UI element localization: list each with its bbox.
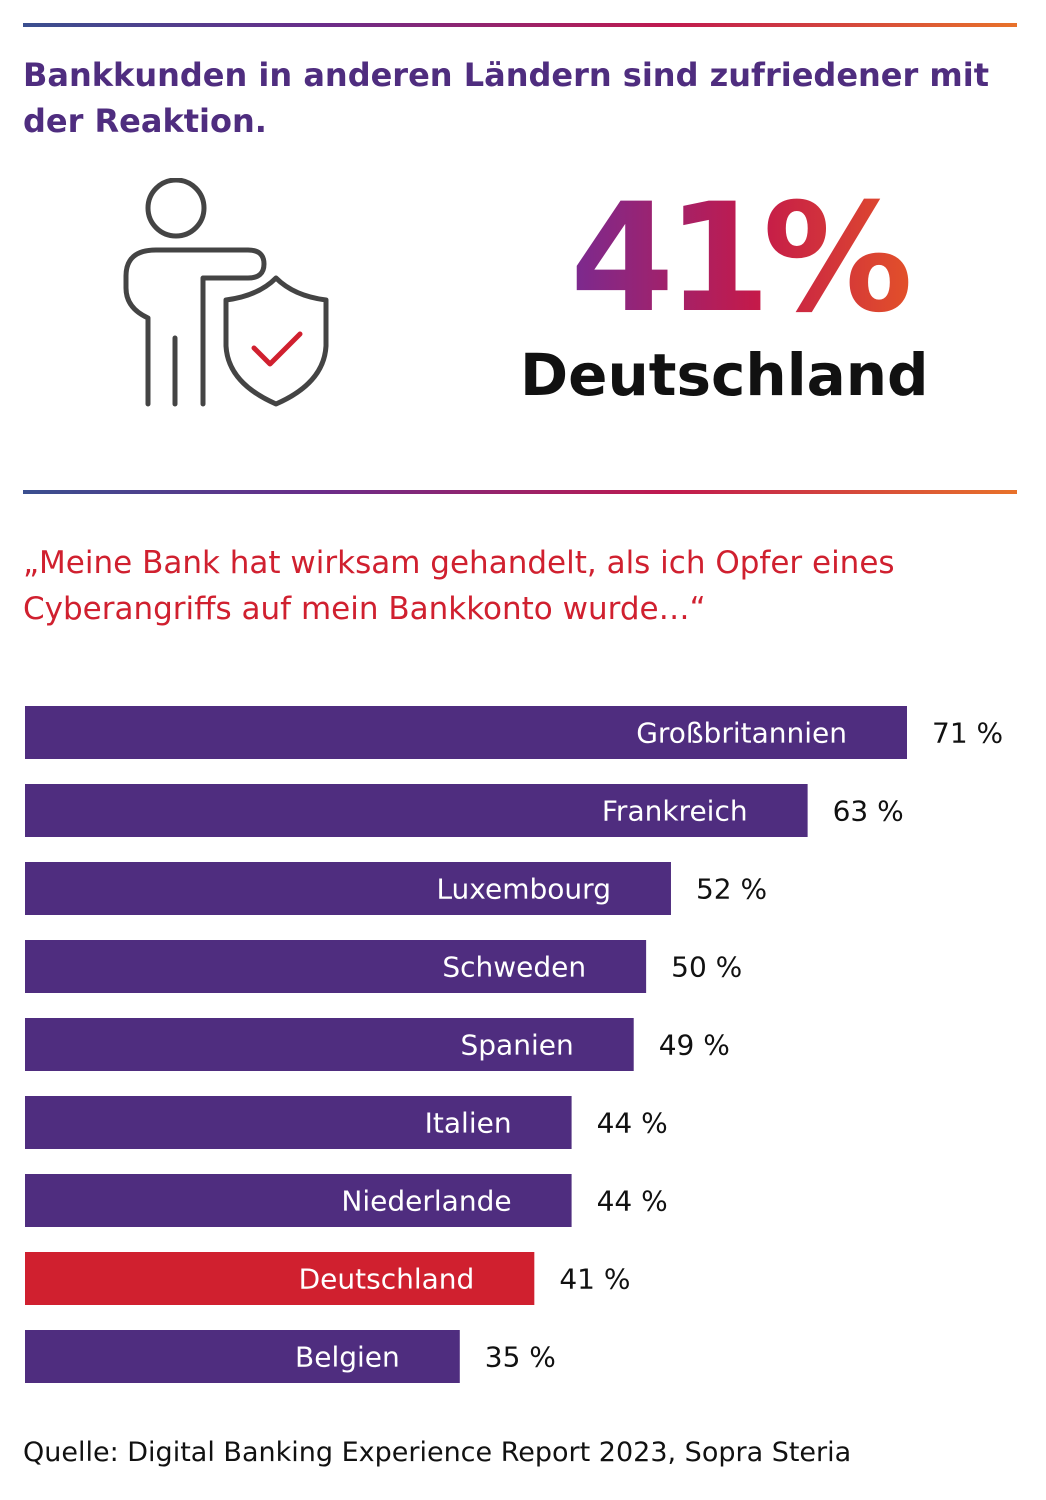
value-label-schweden: 50 % <box>671 951 742 984</box>
bar-spanien <box>25 1018 634 1071</box>
source-note: Quelle: Digital Banking Experience Repor… <box>23 1437 852 1468</box>
person-head <box>145 177 207 239</box>
bar-luxembourg <box>25 862 671 915</box>
value-label-luxembourg: 52 % <box>696 873 767 906</box>
bar-schweden <box>25 940 647 993</box>
bar-label-spanien: Spanien <box>461 1029 574 1062</box>
person-with-shield-icon <box>118 177 338 413</box>
bar-deutschland <box>25 1252 535 1305</box>
person-shield-svg <box>123 177 329 407</box>
headline: Bankkunden in anderen Ländern sind zufri… <box>23 56 990 140</box>
shield-outline <box>223 275 329 407</box>
survey-quote: „Meine Bank hat wirksam gehandelt, als i… <box>23 545 895 627</box>
bar-frankreich <box>25 784 808 837</box>
big-percent-figure: 41% <box>520 170 920 346</box>
value-label-niederlande: 44 % <box>597 1185 668 1218</box>
person-body <box>123 247 267 407</box>
value-label-großbritannien: 71 % <box>932 717 1003 750</box>
value-label-belgien: 35 % <box>485 1341 556 1374</box>
checkmark-icon <box>251 331 303 367</box>
bar-label-deutschland: Deutschland <box>299 1263 475 1296</box>
big-percent-svg: 41% <box>570 172 917 346</box>
bar-niederlande <box>25 1174 572 1227</box>
value-label-italien: 44 % <box>597 1107 668 1140</box>
value-label-deutschland: 41 % <box>559 1263 630 1296</box>
bar-belgien <box>25 1330 460 1383</box>
bar-label-großbritannien: Großbritannien <box>636 717 847 750</box>
big-percent-value: 41% <box>570 172 909 330</box>
bar-label-frankreich: Frankreich <box>602 795 748 828</box>
bar-großbritannien <box>25 706 907 759</box>
middle-gradient-divider <box>23 490 1017 494</box>
value-label-frankreich: 63 % <box>833 795 904 828</box>
bar-label-luxembourg: Luxembourg <box>436 873 611 906</box>
bar-italien <box>25 1096 572 1149</box>
bar-label-schweden: Schweden <box>442 951 586 984</box>
bar-label-italien: Italien <box>425 1107 512 1140</box>
highlight-country: Deutschland <box>520 341 929 409</box>
top-gradient-divider <box>23 23 1017 27</box>
value-label-spanien: 49 % <box>659 1029 730 1062</box>
bar-label-niederlande: Niederlande <box>341 1185 511 1218</box>
bar-label-belgien: Belgien <box>295 1341 400 1374</box>
